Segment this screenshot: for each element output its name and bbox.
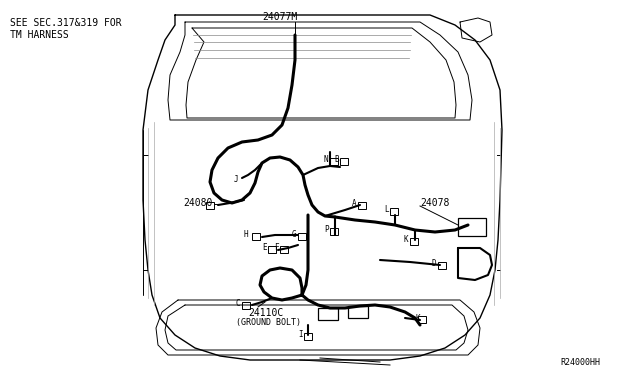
Text: P: P xyxy=(324,225,328,234)
Bar xyxy=(330,228,338,235)
Bar xyxy=(340,158,348,165)
Bar xyxy=(410,238,418,245)
Bar xyxy=(298,233,306,240)
Text: N: N xyxy=(324,155,328,164)
Text: A: A xyxy=(352,199,356,208)
Bar xyxy=(318,308,338,320)
Bar xyxy=(268,246,276,253)
Bar xyxy=(438,262,446,269)
Text: L: L xyxy=(384,205,388,214)
Text: TM HARNESS: TM HARNESS xyxy=(10,30,68,40)
Text: (GROUND BOLT): (GROUND BOLT) xyxy=(236,318,301,327)
Bar xyxy=(242,302,250,309)
Text: F: F xyxy=(274,243,278,252)
Bar xyxy=(358,202,366,209)
Text: K: K xyxy=(404,235,408,244)
Text: 24077M: 24077M xyxy=(262,12,297,22)
Text: K: K xyxy=(416,314,420,323)
Text: 24080: 24080 xyxy=(183,198,212,208)
Text: C: C xyxy=(236,299,241,308)
Bar xyxy=(280,246,288,253)
Bar xyxy=(330,158,338,165)
Text: 24078: 24078 xyxy=(420,198,449,208)
Text: J: J xyxy=(234,175,239,184)
Bar xyxy=(206,202,214,209)
Text: 24110C: 24110C xyxy=(248,308,284,318)
Text: D: D xyxy=(432,259,436,268)
Bar xyxy=(304,333,312,340)
Text: E: E xyxy=(262,243,267,252)
Text: I: I xyxy=(298,330,303,339)
Bar xyxy=(458,218,486,236)
Text: B: B xyxy=(334,155,339,164)
Text: H: H xyxy=(244,230,248,239)
Text: R24000HH: R24000HH xyxy=(560,358,600,367)
Text: SEE SEC.317&319 FOR: SEE SEC.317&319 FOR xyxy=(10,18,122,28)
Bar xyxy=(390,208,398,215)
Bar xyxy=(252,233,260,240)
Bar xyxy=(418,316,426,323)
Bar xyxy=(348,306,368,318)
Text: G: G xyxy=(292,230,296,239)
